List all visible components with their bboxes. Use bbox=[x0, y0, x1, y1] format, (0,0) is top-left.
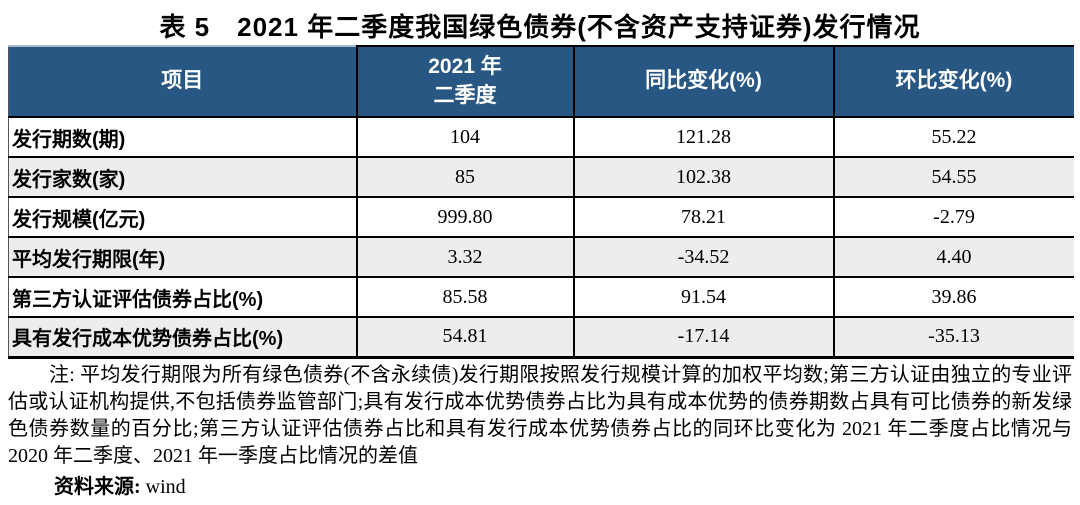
header-cell-period: 2021 年 二季度 bbox=[355, 45, 575, 118]
table-row: 平均发行期限(年) 3.32 -34.52 4.40 bbox=[8, 236, 1074, 278]
row-label: 第三方认证评估债券占比(%) bbox=[8, 276, 358, 318]
page-title: 表 5 2021 年二季度我国绿色债券(不含资产支持证券)发行情况 bbox=[159, 12, 921, 42]
cell-qoq-change: -35.13 bbox=[832, 316, 1074, 359]
notes-block: 注: 平均发行期限为所有绿色债券(不含永续债)发行期限按照发行规模计算的加权平均… bbox=[8, 362, 1072, 501]
header-cell-item: 项目 bbox=[8, 45, 358, 118]
row-label: 平均发行期限(年) bbox=[8, 236, 358, 278]
table-row: 发行家数(家) 85 102.38 54.55 bbox=[8, 156, 1074, 198]
header-cell-qoq: 环比变化(%) bbox=[832, 45, 1074, 118]
header-cell-yoy: 同比变化(%) bbox=[572, 45, 835, 118]
header-period-line2: 二季度 bbox=[433, 83, 497, 107]
cell-q2-2021: 999.80 bbox=[355, 196, 575, 238]
cell-q2-2021: 85.58 bbox=[355, 276, 575, 318]
table-row: 第三方认证评估债券占比(%) 85.58 91.54 39.86 bbox=[8, 276, 1074, 318]
cell-q2-2021: 85 bbox=[355, 156, 575, 198]
cell-q2-2021: 3.32 bbox=[355, 236, 575, 278]
cell-yoy-change: 102.38 bbox=[572, 156, 835, 198]
row-label: 具有发行成本优势债券占比(%) bbox=[8, 316, 358, 359]
cell-qoq-change: -2.79 bbox=[832, 196, 1074, 238]
issuance-table: 项目 2021 年 二季度 同比变化(%) 环比变化(%) 发行期数(期) 10… bbox=[8, 45, 1074, 359]
cell-qoq-change: 4.40 bbox=[832, 236, 1074, 278]
cell-qoq-change: 55.22 bbox=[832, 116, 1074, 158]
header-period-line1: 2021 年 bbox=[428, 55, 502, 79]
cell-q2-2021: 104 bbox=[355, 116, 575, 158]
row-label: 发行家数(家) bbox=[8, 156, 358, 198]
table-header-row: 项目 2021 年 二季度 同比变化(%) 环比变化(%) bbox=[8, 45, 1074, 118]
data-source-value: wind bbox=[145, 476, 186, 498]
cell-q2-2021: 54.81 bbox=[355, 316, 575, 359]
cell-qoq-change: 39.86 bbox=[832, 276, 1074, 318]
row-label: 发行期数(期) bbox=[8, 116, 358, 158]
table-row: 发行期数(期) 104 121.28 55.22 bbox=[8, 116, 1074, 158]
cell-yoy-change: 121.28 bbox=[572, 116, 835, 158]
table-row: 具有发行成本优势债券占比(%) 54.81 -17.14 -35.13 bbox=[8, 316, 1074, 359]
cell-yoy-change: -17.14 bbox=[572, 316, 835, 359]
table-row: 发行规模(亿元) 999.80 78.21 -2.79 bbox=[8, 196, 1074, 238]
data-source-label: 资料来源: bbox=[54, 476, 141, 498]
row-label: 发行规模(亿元) bbox=[8, 196, 358, 238]
cell-yoy-change: -34.52 bbox=[572, 236, 835, 278]
cell-yoy-change: 78.21 bbox=[572, 196, 835, 238]
cell-yoy-change: 91.54 bbox=[572, 276, 835, 318]
notes-paragraph: 注: 平均发行期限为所有绿色债券(不含永续债)发行期限按照发行规模计算的加权平均… bbox=[8, 364, 1072, 467]
data-source-line: 资料来源: wind bbox=[8, 474, 1072, 501]
cell-qoq-change: 54.55 bbox=[832, 156, 1074, 198]
